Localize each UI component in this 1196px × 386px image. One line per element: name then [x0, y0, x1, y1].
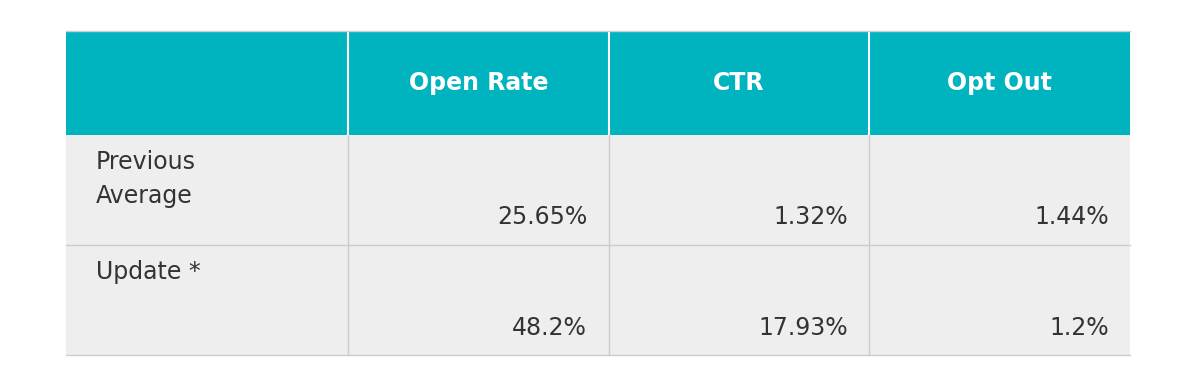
Bar	[66, 245, 1130, 355]
Text: Open Rate: Open Rate	[409, 71, 548, 95]
Text: CTR: CTR	[713, 71, 764, 95]
Text: 1.44%: 1.44%	[1035, 205, 1109, 229]
Bar	[66, 31, 1130, 135]
Bar	[66, 135, 1130, 245]
Text: Previous
Average: Previous Average	[96, 150, 196, 208]
Text: Update *: Update *	[96, 260, 201, 284]
Text: 1.32%: 1.32%	[774, 205, 848, 229]
Text: Opt Out: Opt Out	[947, 71, 1052, 95]
Text: 17.93%: 17.93%	[758, 316, 848, 340]
Text: 25.65%: 25.65%	[496, 205, 587, 229]
Text: 1.2%: 1.2%	[1049, 316, 1109, 340]
Text: 48.2%: 48.2%	[512, 316, 587, 340]
